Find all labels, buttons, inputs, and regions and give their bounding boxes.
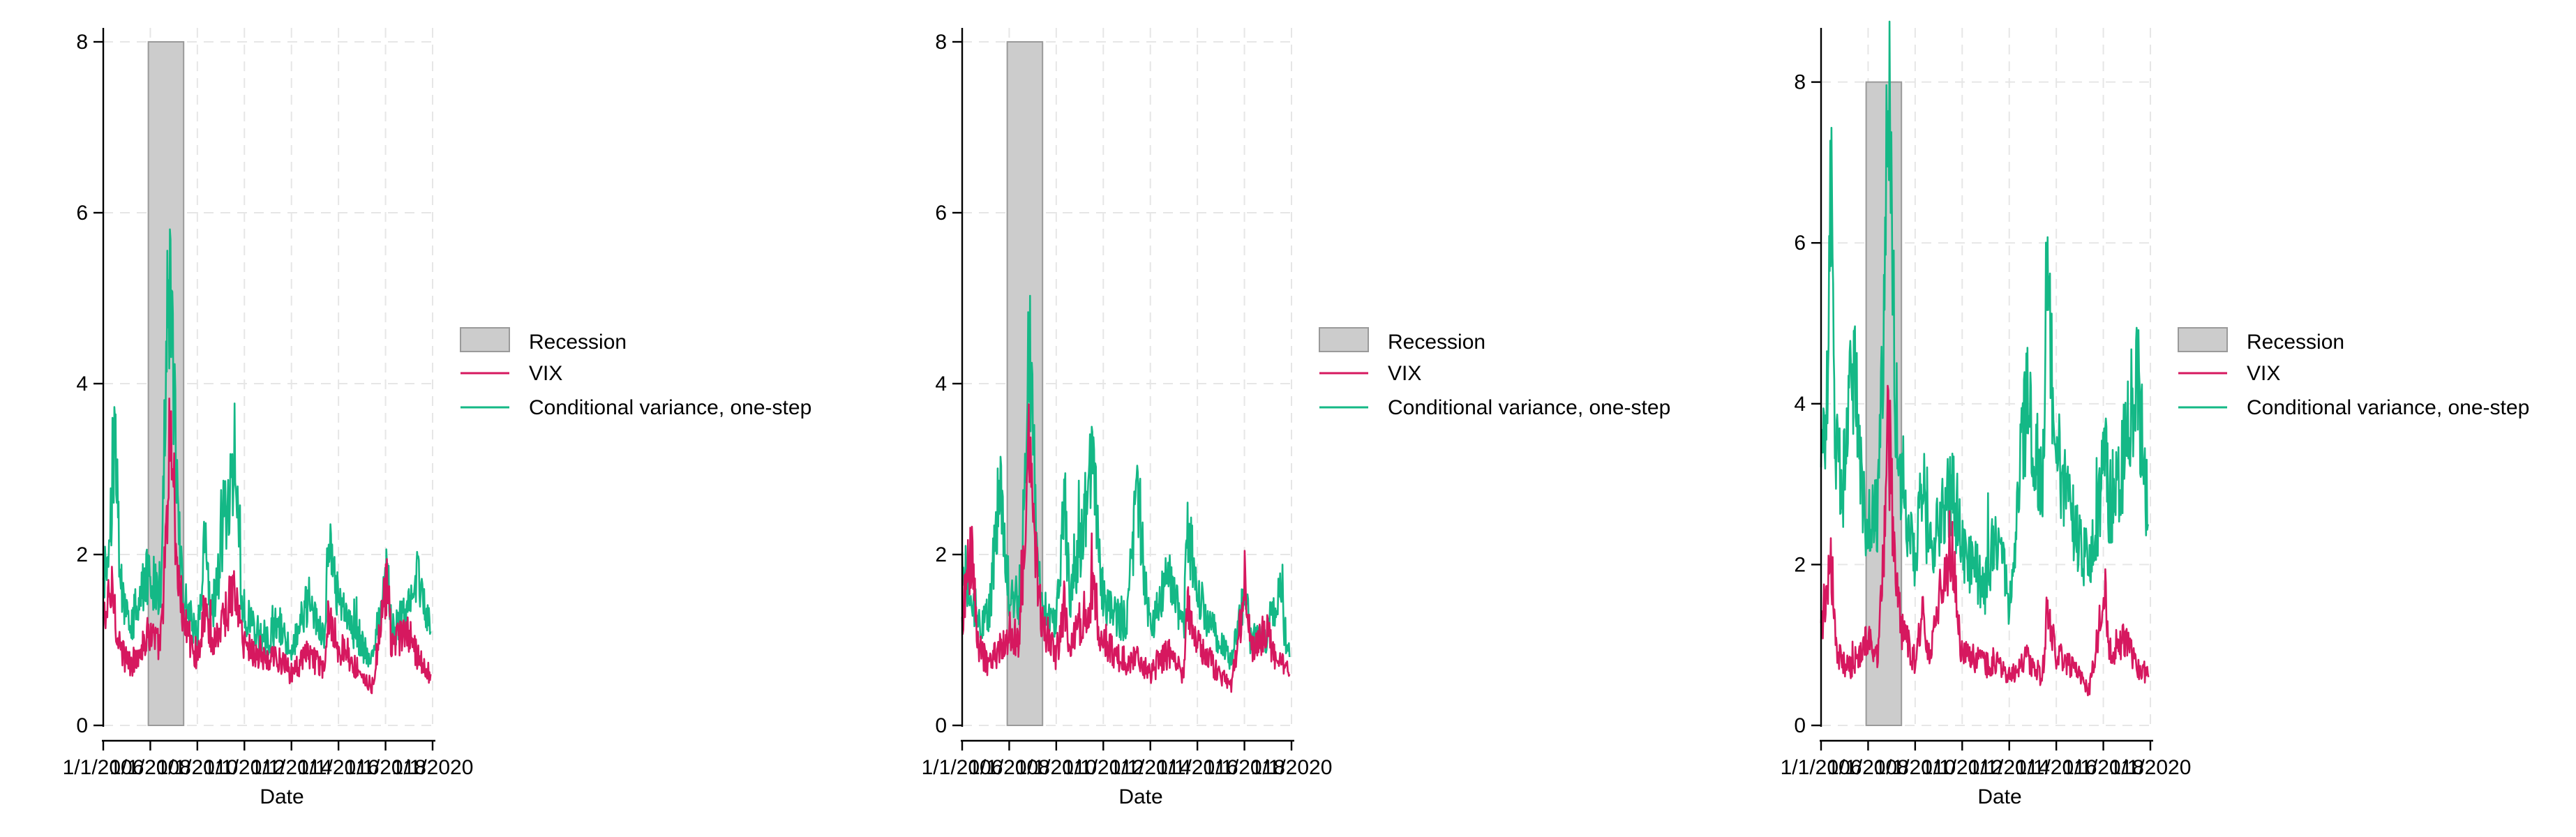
series-line-vix: [102, 398, 432, 695]
x-tick-label: 1/1/2014: [1109, 756, 1191, 779]
y-tick-label: 6: [1794, 232, 1806, 255]
x-tick-label: 1/1/2020: [1251, 756, 1333, 779]
legend-label-conditional-variance: Conditional variance, one-step: [529, 396, 811, 419]
x-tick-label: 1/1/2016: [298, 756, 380, 779]
legend-swatch-recession: [460, 327, 510, 352]
legend-label-vix: VIX: [529, 362, 562, 385]
x-tick-label: 1/1/2016: [2016, 756, 2097, 779]
legend-label-recession: Recession: [1388, 331, 1485, 354]
x-axis-title: Date: [1118, 785, 1162, 808]
x-tick-label: 1/1/2006: [922, 756, 1003, 779]
y-tick-label: 4: [1794, 393, 1806, 416]
x-tick-label: 1/1/2016: [1157, 756, 1238, 779]
chart-panel-2: 024681/1/20061/1/20081/1/20101/1/20121/1…: [922, 28, 1670, 808]
legend: Recession VIX Conditional variance, one-st…: [2178, 327, 2529, 419]
series-line-conditional-variance: [1820, 20, 2150, 625]
x-tick-label: 1/1/2010: [1874, 756, 1956, 779]
legend-label-conditional-variance: Conditional variance, one-step: [2247, 396, 2529, 419]
y-tick-label: 8: [1794, 71, 1806, 94]
legend-label-vix: VIX: [2247, 362, 2280, 385]
series-line-conditional-variance: [102, 228, 432, 668]
y-tick-label: 8: [76, 31, 88, 54]
legend-label-recession: Recession: [529, 331, 627, 354]
x-tick-label: 1/1/2008: [110, 756, 191, 779]
legend: Recession VIX Conditional variance, one-st…: [1319, 327, 1670, 419]
y-tick-label: 2: [1794, 553, 1806, 576]
legend-label-conditional-variance: Conditional variance, one-step: [1388, 396, 1670, 419]
y-tick-label: 6: [935, 202, 947, 225]
series-line-vix: [961, 403, 1291, 693]
y-tick-label: 8: [935, 31, 947, 54]
x-tick-label: 1/1/2018: [2062, 756, 2144, 779]
recession-band: [1006, 41, 1044, 726]
x-tick-label: 1/1/2006: [1781, 756, 1862, 779]
y-tick-label: 0: [935, 714, 947, 737]
legend-label-recession: Recession: [2247, 331, 2344, 354]
x-tick-label: 1/1/2014: [1968, 756, 2050, 779]
series-line-conditional-variance: [961, 294, 1291, 670]
x-tick-label: 1/1/2012: [204, 756, 285, 779]
y-tick-label: 2: [935, 543, 947, 566]
y-tick-label: 4: [76, 372, 88, 395]
legend-swatch-recession: [2178, 327, 2228, 352]
legend-swatch-recession: [1319, 327, 1369, 352]
x-tick-label: 1/1/2008: [1827, 756, 1909, 779]
x-axis-title: Date: [260, 785, 304, 808]
x-tick-label: 1/1/2020: [392, 756, 474, 779]
y-tick-label: 6: [76, 202, 88, 225]
y-tick-label: 4: [935, 372, 947, 395]
x-tick-label: 1/1/2014: [250, 756, 332, 779]
x-tick-label: 1/1/2018: [345, 756, 426, 779]
x-tick-label: 1/1/2010: [156, 756, 238, 779]
legend: Recession VIX Conditional variance, one-st…: [460, 327, 811, 419]
y-tick-label: 0: [76, 714, 88, 737]
chart-panel-1: 024681/1/20061/1/20081/1/20101/1/20121/1…: [63, 28, 811, 808]
x-tick-label: 1/1/2018: [1204, 756, 1285, 779]
chart-panel-3: 024681/1/20061/1/20081/1/20101/1/20121/1…: [1781, 20, 2529, 808]
x-tick-label: 1/1/2020: [2110, 756, 2192, 779]
y-tick-label: 0: [1794, 714, 1806, 737]
legend-label-vix: VIX: [1388, 362, 1421, 385]
x-tick-label: 1/1/2012: [1922, 756, 2003, 779]
x-axis-title: Date: [1977, 785, 2021, 808]
x-tick-label: 1/1/2012: [1063, 756, 1144, 779]
x-tick-label: 1/1/2010: [1015, 756, 1097, 779]
x-tick-label: 1/1/2008: [968, 756, 1050, 779]
y-tick-label: 2: [76, 543, 88, 566]
series-line-vix: [1820, 384, 2150, 697]
x-tick-label: 1/1/2006: [63, 756, 144, 779]
